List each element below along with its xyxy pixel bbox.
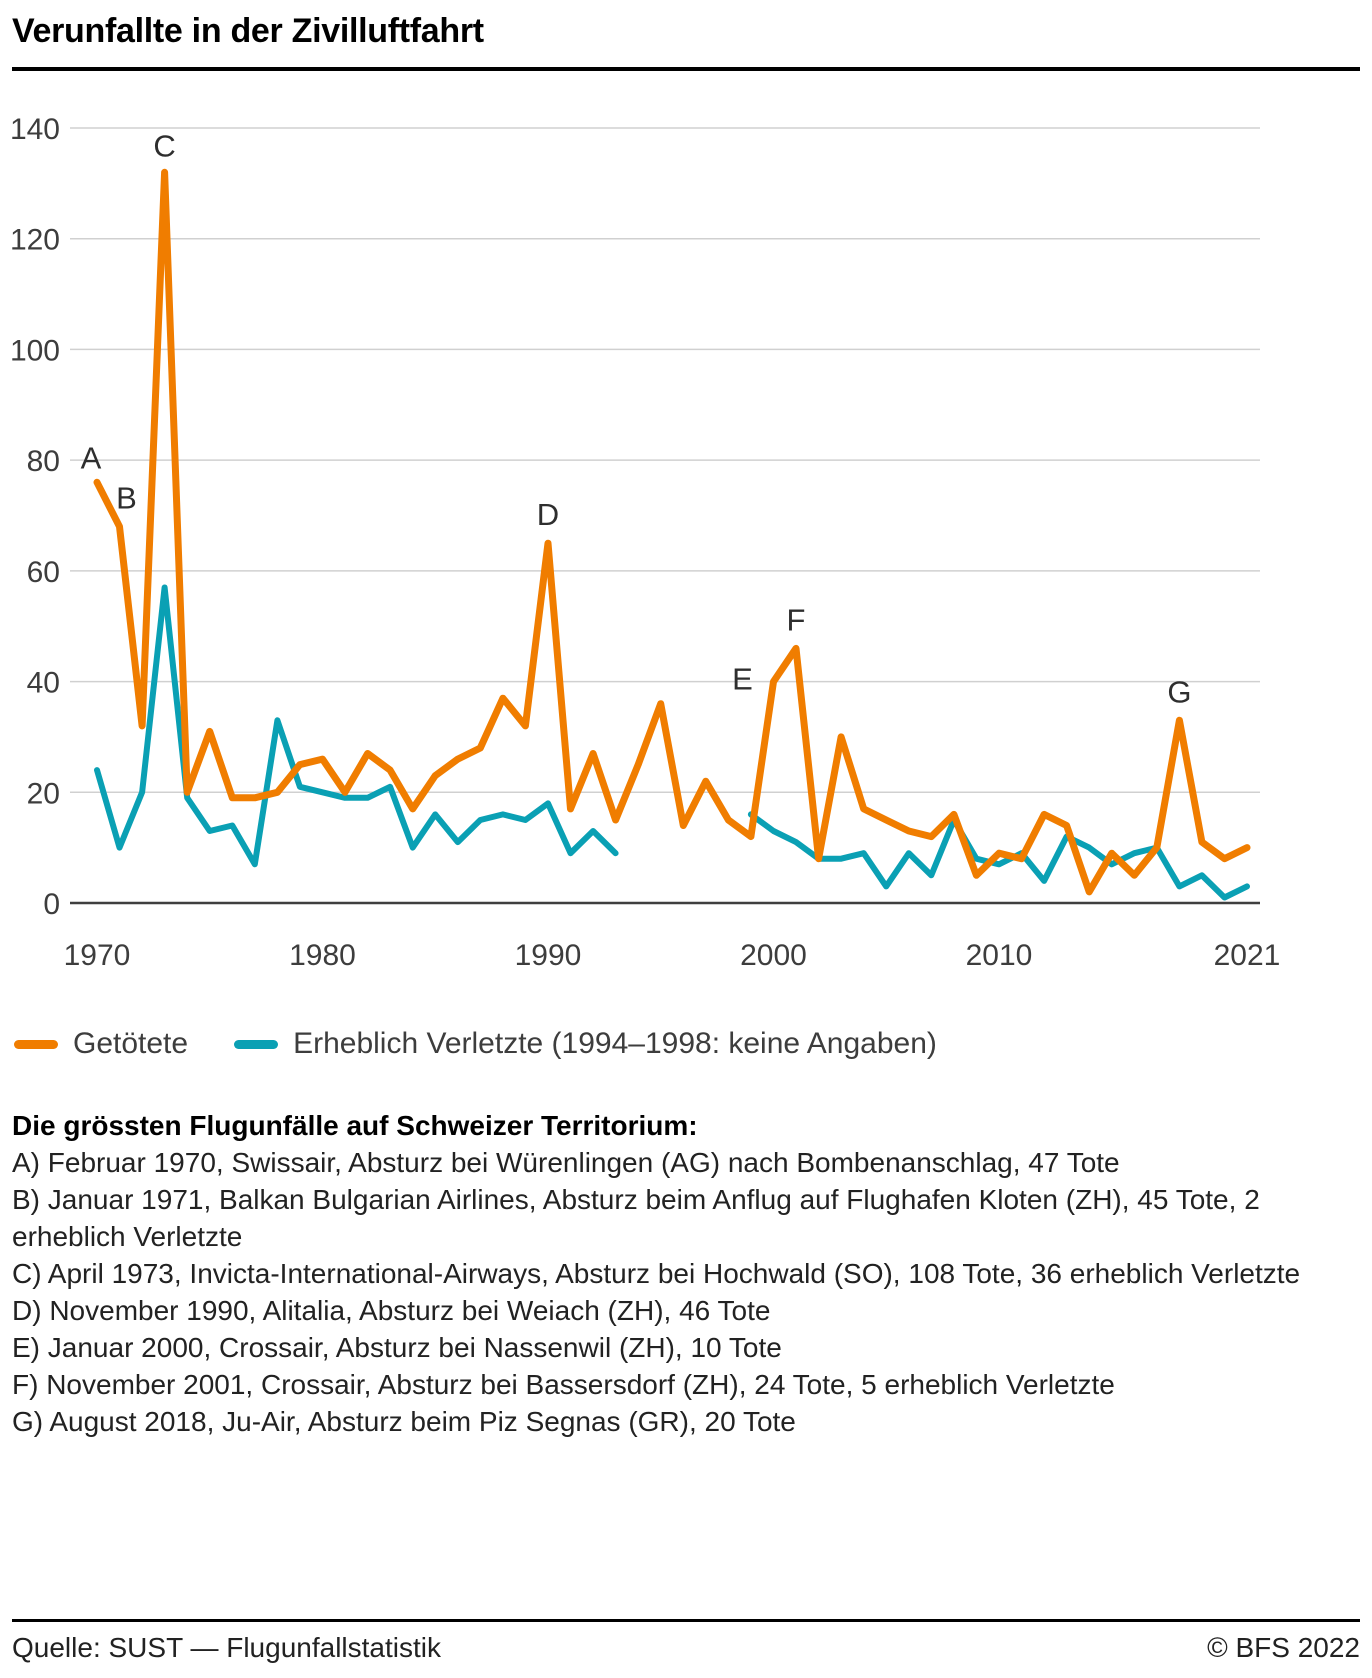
svg-text:100: 100 <box>12 334 60 367</box>
chart-canvas: 0 20 40 60 80 100 120 140 1970 1980 1990 2000 2010 20… <box>10 113 1281 972</box>
svg-text:60: 60 <box>27 556 60 589</box>
note-item-d: D) November 1990, Alitalia, Absturz bei … <box>12 1295 771 1326</box>
note-item-e: E) Januar 2000, Crossair, Absturz bei Na… <box>12 1332 782 1363</box>
footer-divider <box>12 1619 1360 1622</box>
svg-text:C: C <box>153 128 175 163</box>
notes-heading: Die grössten Flugunfälle auf Schweizer T… <box>12 1110 698 1141</box>
note-item-c: C) April 1973, Invicta-International-Air… <box>12 1258 1301 1289</box>
svg-text:E: E <box>732 662 753 697</box>
header: Verunfallte in der Zivilluftfahrt <box>12 8 1360 71</box>
legend-swatch-erheblich-verletzte-icon <box>234 1039 279 1049</box>
legend-label-getoetete: Getötete <box>73 1027 189 1060</box>
svg-text:2021: 2021 <box>1214 939 1281 972</box>
source-text: Quelle: SUST — Flugunfallstatistik <box>12 1632 441 1663</box>
svg-text:20: 20 <box>27 777 60 810</box>
svg-text:1970: 1970 <box>64 939 131 972</box>
accident-notes: Die grössten Flugunfälle auf Schweizer T… <box>12 1107 1360 1440</box>
chart-legend: Getötete Erheblich Verletzte (1994–1998:… <box>14 1027 1360 1061</box>
svg-text:D: D <box>537 497 559 532</box>
legend-swatch-getoetete-icon <box>14 1039 58 1049</box>
svg-text:1980: 1980 <box>289 939 356 972</box>
svg-text:F: F <box>787 602 806 637</box>
page-title: Verunfallte in der Zivilluftfahrt <box>12 12 484 50</box>
note-item-g: G) August 2018, Ju-Air, Absturz beim Piz… <box>12 1406 796 1437</box>
svg-text:B: B <box>116 481 137 516</box>
note-item-b: B) Januar 1971, Balkan Bulgarian Airline… <box>12 1184 1260 1252</box>
title-divider <box>12 67 1360 71</box>
svg-text:2000: 2000 <box>740 939 807 972</box>
svg-text:140: 140 <box>12 113 60 146</box>
copyright-text: © BFS 2022 <box>1207 1632 1360 1663</box>
svg-text:120: 120 <box>12 224 60 257</box>
svg-text:2010: 2010 <box>966 939 1033 972</box>
line-chart: 0 20 40 60 80 100 120 140 1970 1980 1990 2000 2010 20… <box>10 93 1360 993</box>
svg-text:A: A <box>81 440 102 475</box>
legend-item-getoetete: Getötete <box>14 1027 188 1061</box>
note-item-f: F) November 2001, Crossair, Absturz bei … <box>12 1369 1115 1400</box>
svg-text:0: 0 <box>43 888 60 921</box>
note-item-a: A) Februar 1970, Swissair, Absturz bei W… <box>12 1147 1120 1178</box>
footer: Quelle: SUST — Flugunfallstatistik © BFS… <box>12 1619 1360 1678</box>
svg-text:40: 40 <box>27 667 60 700</box>
svg-text:1990: 1990 <box>515 939 582 972</box>
legend-label-erheblich-verletzte: Erheblich Verletzte (1994–1998: keine An… <box>293 1027 937 1060</box>
svg-text:80: 80 <box>27 445 60 478</box>
svg-text:G: G <box>1167 674 1191 709</box>
footer-row: Quelle: SUST — Flugunfallstatistik © BFS… <box>12 1622 1360 1678</box>
legend-item-erheblich-verletzte: Erheblich Verletzte (1994–1998: keine An… <box>234 1027 937 1061</box>
